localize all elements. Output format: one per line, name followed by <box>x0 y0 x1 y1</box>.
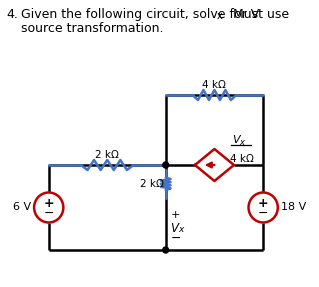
Text: x: x <box>216 11 222 21</box>
Text: −: − <box>171 232 181 245</box>
Text: 6 V: 6 V <box>13 203 31 212</box>
Text: source transformation.: source transformation. <box>21 22 164 35</box>
Text: 2 kΩ: 2 kΩ <box>95 150 119 160</box>
Text: −: − <box>258 207 268 220</box>
Text: x: x <box>239 138 244 147</box>
Text: Given the following circuit, solve for V: Given the following circuit, solve for V <box>21 8 260 21</box>
Circle shape <box>163 247 169 253</box>
Text: 4 kΩ: 4 kΩ <box>230 154 254 164</box>
Circle shape <box>34 193 63 222</box>
Text: 4 kΩ: 4 kΩ <box>203 80 226 90</box>
Circle shape <box>163 162 169 168</box>
Text: x: x <box>178 226 184 234</box>
Text: +: + <box>171 210 180 220</box>
Polygon shape <box>195 149 234 181</box>
Text: V: V <box>171 222 179 234</box>
Text: .  Must use: . Must use <box>221 8 289 21</box>
Text: 2 kΩ: 2 kΩ <box>140 179 164 189</box>
Text: +: + <box>258 197 269 210</box>
Text: 4.: 4. <box>7 8 19 21</box>
Circle shape <box>249 193 278 222</box>
Text: −: − <box>43 207 54 220</box>
Text: 18 V: 18 V <box>281 203 306 212</box>
Text: V: V <box>232 135 240 145</box>
Text: +: + <box>43 197 54 210</box>
